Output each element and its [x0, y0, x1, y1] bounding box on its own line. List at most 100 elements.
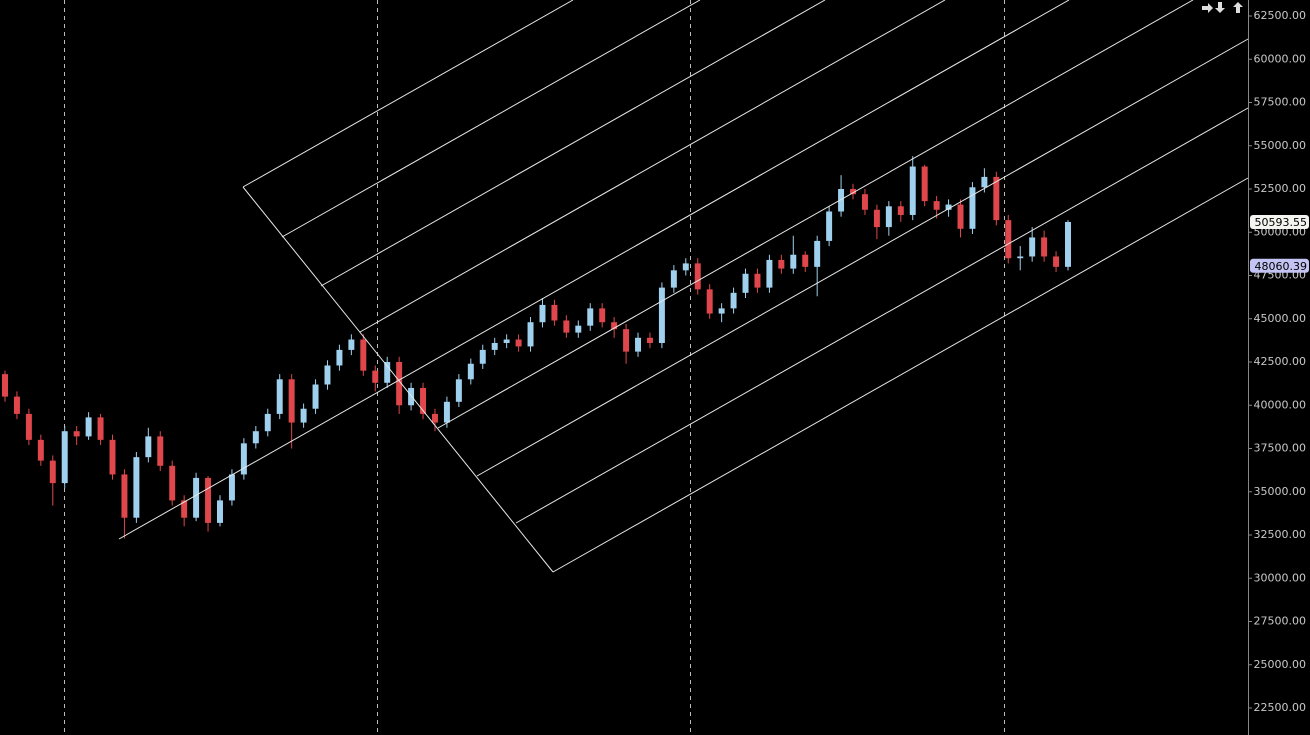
candle-body: [431, 413, 438, 423]
candle-body: [25, 413, 32, 440]
candle-body: [443, 401, 450, 423]
candle-body: [97, 417, 104, 440]
candle-body: [993, 176, 1000, 221]
candle-body: [85, 417, 92, 437]
candle-body: [969, 187, 976, 229]
channel-line: [552, 177, 1249, 573]
candle-body: [1053, 256, 1060, 267]
candle-body: [228, 474, 235, 501]
candle-body: [121, 474, 128, 518]
channel-line: [359, 0, 946, 333]
y-tick-label: 55000.00: [1254, 139, 1307, 152]
y-tick-label: 40000.00: [1254, 398, 1307, 411]
candle-body: [873, 209, 880, 228]
vertical-separators: [64, 0, 1005, 735]
candle-body: [635, 337, 642, 352]
candle-body: [264, 413, 271, 432]
candle-body: [396, 362, 403, 406]
candle-body: [1005, 220, 1012, 259]
candle-body: [646, 337, 653, 343]
candle-body: [503, 339, 510, 343]
candle-body: [623, 329, 630, 352]
candle-body: [109, 439, 116, 475]
scroll-up-button[interactable]: [1233, 2, 1243, 13]
candle-body: [515, 339, 522, 347]
y-tick-label: 42500.00: [1254, 355, 1307, 368]
candle-body: [802, 254, 809, 267]
candle-body: [921, 166, 928, 202]
candle-body: [312, 384, 319, 409]
candle-body: [551, 304, 558, 321]
candle-body: [778, 259, 785, 269]
candle-body: [408, 387, 415, 406]
candle-body: [790, 254, 797, 269]
candle-body: [897, 206, 904, 215]
candle-body: [336, 349, 343, 366]
candle-body: [169, 465, 176, 501]
candle-body: [193, 477, 200, 518]
channel-base: [242, 186, 554, 573]
y-tick-label: 32500.00: [1254, 528, 1307, 541]
scroll-controls[interactable]: [1202, 2, 1243, 13]
candle-body: [718, 308, 725, 314]
candle-body: [826, 211, 833, 241]
candle-body: [742, 273, 749, 293]
candle-body: [133, 457, 140, 518]
candle-body: [539, 304, 546, 323]
candle-body: [37, 439, 44, 461]
candle-body: [252, 431, 259, 444]
y-tick-label: 27500.00: [1254, 615, 1307, 628]
price-marker-box: [1250, 214, 1309, 229]
channel-line: [242, 0, 574, 188]
channel-line: [515, 107, 1249, 524]
candle-body: [455, 379, 462, 402]
candle-body: [491, 342, 498, 350]
candle-body: [145, 436, 152, 458]
price-marker-label: 50593.55: [1255, 216, 1308, 229]
price-marker-box: [1250, 258, 1309, 273]
y-tick-label: 25000.00: [1254, 658, 1307, 671]
channel-line: [118, 0, 1070, 540]
candle-body: [276, 379, 283, 414]
y-tick-label: 35000.00: [1254, 485, 1307, 498]
candle-body: [467, 363, 474, 380]
candle-body: [838, 189, 845, 212]
candle-body: [933, 201, 940, 210]
channel-line: [476, 38, 1249, 477]
candles: [2, 156, 1071, 539]
scroll-right-button[interactable]: [1202, 3, 1213, 13]
y-tick-label: 60000.00: [1254, 52, 1307, 65]
y-tick-label: 30000.00: [1254, 571, 1307, 584]
candle-body: [420, 387, 427, 414]
candle-body: [240, 443, 247, 475]
candle-body: [300, 408, 307, 423]
candle-body: [730, 292, 737, 309]
candle-body: [706, 289, 713, 314]
candle-body: [479, 349, 486, 364]
candle-body: [384, 362, 391, 383]
channel-line: [437, 0, 1194, 429]
candle-body: [611, 322, 618, 330]
candle-body: [61, 431, 68, 484]
candle-body: [658, 287, 665, 343]
candle-body: [288, 379, 295, 423]
y-tick-label: 62500.00: [1254, 9, 1307, 22]
y-tick-label: 45000.00: [1254, 312, 1307, 325]
candle-body: [13, 396, 20, 414]
candle-body: [73, 431, 80, 437]
candle-body: [957, 204, 964, 229]
candle-body: [324, 365, 331, 385]
candle-body: [563, 320, 570, 333]
candle-body: [754, 273, 761, 288]
candle-body: [575, 325, 582, 333]
y-tick-label: 57500.00: [1254, 96, 1307, 109]
scroll-down-button[interactable]: [1215, 2, 1225, 13]
candle-body: [885, 206, 892, 228]
candle-body: [682, 263, 689, 271]
candle-body: [1029, 237, 1036, 257]
price-axis: 22500.00 25000.00 27500.00 30000.00 32500.00…: [1248, 9, 1309, 714]
channel-line: [320, 0, 826, 287]
candle-body: [850, 189, 856, 195]
